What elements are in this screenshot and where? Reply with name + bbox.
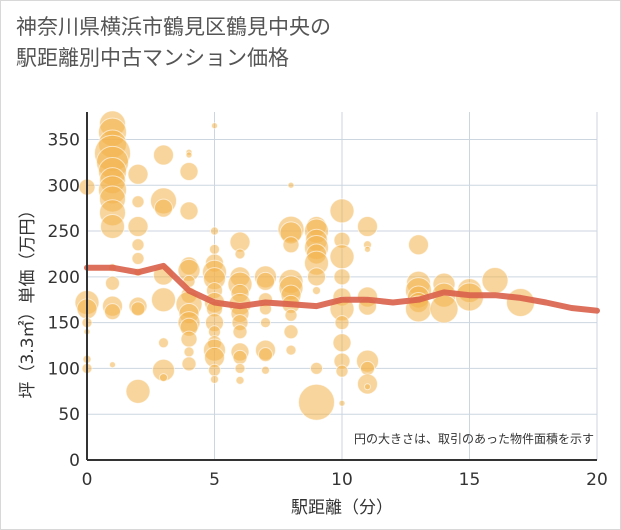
bubble-point xyxy=(284,308,298,322)
y-tick-label: 300 xyxy=(48,176,80,196)
bubble-point xyxy=(181,356,197,372)
x-tick-labels: 0 5 10 15 20 xyxy=(82,470,608,490)
bubble-point xyxy=(234,248,246,260)
bubble-point xyxy=(357,215,378,237)
x-axis-label: 駅距離（分） xyxy=(291,498,393,518)
bubble-point xyxy=(329,244,355,270)
bubble-point xyxy=(481,267,509,295)
bubble-point xyxy=(256,271,275,291)
y-tick-label: 150 xyxy=(48,314,80,334)
bubble-point xyxy=(130,301,146,317)
bubble-point xyxy=(338,399,346,407)
bubble-point xyxy=(310,361,323,375)
bubble-point xyxy=(131,195,145,209)
y-axis-label: 坪（3.3㎡）単価（万円） xyxy=(18,201,38,398)
y-tick-label: 250 xyxy=(48,222,80,242)
bubble-point xyxy=(183,346,195,358)
bubble-point xyxy=(334,315,350,331)
bubble-point xyxy=(210,374,219,384)
y-tick-label: 200 xyxy=(48,268,80,288)
bubble-point xyxy=(151,287,176,313)
axes xyxy=(86,112,597,461)
bubble-point xyxy=(127,163,149,185)
average-price-line xyxy=(84,262,600,314)
bubble-point xyxy=(429,294,459,324)
bubble-point xyxy=(179,162,199,182)
bubble-point xyxy=(234,362,246,374)
bubble-point xyxy=(283,324,299,340)
bubble-point xyxy=(131,252,145,266)
y-tick-label: 350 xyxy=(48,130,80,150)
bubble-point xyxy=(127,215,149,237)
bubble-point xyxy=(282,236,300,254)
title-line-2: 駅距離別中古マンション価格 xyxy=(16,46,289,70)
x-tick-label: 10 xyxy=(331,470,353,490)
bubble-point xyxy=(185,151,193,159)
y-tick-label: 0 xyxy=(69,451,80,471)
bubble-point xyxy=(335,364,349,378)
bubble-point xyxy=(329,198,355,224)
bubble-point xyxy=(131,238,145,252)
bubble-point xyxy=(208,363,221,377)
x-tick-label: 20 xyxy=(586,470,608,490)
bubble-point xyxy=(232,349,248,365)
bubble-point xyxy=(125,378,151,404)
bubble-point xyxy=(298,383,335,421)
bubble-point xyxy=(235,375,245,385)
bubble-point xyxy=(100,213,125,239)
bubble-layer xyxy=(74,110,535,421)
y-tick-labels: 0 50 100 150 200 250 300 350 xyxy=(48,130,80,471)
x-tick-label: 15 xyxy=(459,470,481,490)
bubble-point xyxy=(364,383,371,391)
y-tick-label: 100 xyxy=(48,359,80,379)
bubble-point xyxy=(333,268,351,286)
bubble-point xyxy=(312,286,321,296)
bubble-point xyxy=(408,234,429,256)
bubble-point xyxy=(179,201,199,221)
x-tick-label: 0 xyxy=(82,470,93,490)
bubble-point xyxy=(159,373,168,383)
bubble-point xyxy=(285,344,297,356)
bubble-point xyxy=(153,144,174,166)
bubble-point xyxy=(232,324,248,340)
bubble-point xyxy=(360,360,375,376)
bubble-point xyxy=(261,365,270,375)
bubble-point xyxy=(154,198,173,218)
bubble-point xyxy=(307,267,326,287)
bubble-point xyxy=(210,226,219,236)
bubble-point xyxy=(158,337,169,349)
bubble-point xyxy=(211,122,218,130)
bubble-point xyxy=(287,181,295,189)
chart-annotation: 円の大きさは、取引のあった物件面積を示す xyxy=(354,431,594,446)
y-tick-label: 50 xyxy=(58,405,80,425)
x-tick-label: 5 xyxy=(209,470,220,490)
page-title: 神奈川県横浜市鶴見区鶴見中央の 駅距離別中古マンション価格 xyxy=(16,12,331,74)
bubble-point xyxy=(180,330,198,348)
bubble-point xyxy=(105,275,120,291)
bubble-point xyxy=(209,243,220,255)
bubble-point xyxy=(260,317,271,329)
bubble-point xyxy=(104,303,121,321)
bubble-point xyxy=(258,347,273,363)
bubble-point xyxy=(332,333,352,353)
bubble-point xyxy=(109,361,116,369)
bubble-point xyxy=(364,245,371,253)
title-line-1: 神奈川県横浜市鶴見区鶴見中央の xyxy=(16,15,331,39)
